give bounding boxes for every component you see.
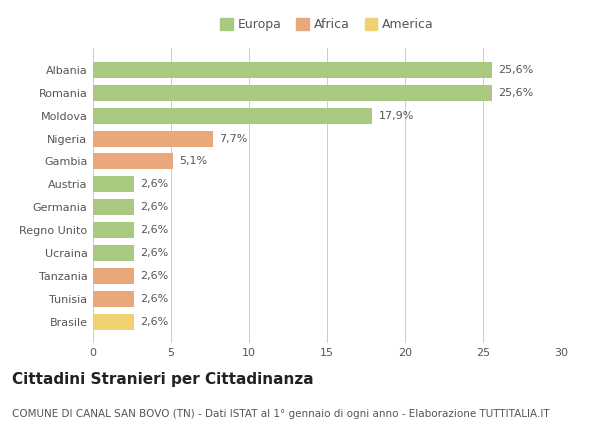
- Text: 2,6%: 2,6%: [140, 180, 168, 189]
- Text: 2,6%: 2,6%: [140, 317, 168, 327]
- Bar: [93, 268, 134, 284]
- Text: 2,6%: 2,6%: [140, 294, 168, 304]
- Bar: [93, 314, 134, 330]
- Bar: [93, 154, 173, 169]
- Text: 2,6%: 2,6%: [140, 225, 168, 235]
- Text: 17,9%: 17,9%: [379, 110, 414, 121]
- Bar: [93, 176, 134, 192]
- Bar: [93, 199, 134, 215]
- Text: 2,6%: 2,6%: [140, 271, 168, 281]
- Text: 25,6%: 25,6%: [499, 88, 534, 98]
- Text: 7,7%: 7,7%: [220, 133, 248, 143]
- Bar: [93, 245, 134, 261]
- Bar: [93, 222, 134, 238]
- Bar: [93, 62, 493, 78]
- Text: 5,1%: 5,1%: [179, 157, 207, 166]
- Text: 2,6%: 2,6%: [140, 202, 168, 212]
- Bar: [93, 108, 372, 124]
- Bar: [93, 131, 213, 147]
- Text: COMUNE DI CANAL SAN BOVO (TN) - Dati ISTAT al 1° gennaio di ogni anno - Elaboraz: COMUNE DI CANAL SAN BOVO (TN) - Dati IST…: [12, 409, 550, 419]
- Bar: [93, 85, 493, 101]
- Text: 2,6%: 2,6%: [140, 248, 168, 258]
- Bar: [93, 291, 134, 307]
- Text: 25,6%: 25,6%: [499, 65, 534, 75]
- Legend: Europa, Africa, America: Europa, Africa, America: [215, 13, 439, 36]
- Text: Cittadini Stranieri per Cittadinanza: Cittadini Stranieri per Cittadinanza: [12, 372, 314, 387]
